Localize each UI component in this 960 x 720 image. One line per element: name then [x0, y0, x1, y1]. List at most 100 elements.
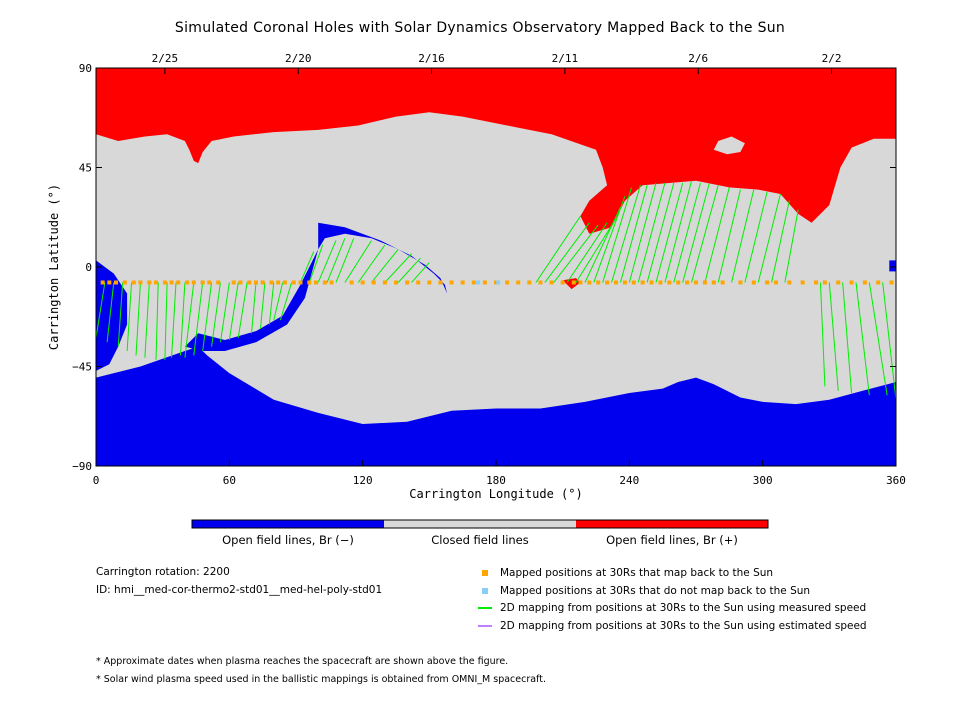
mapping-line [308, 244, 324, 283]
mapped-marker [658, 280, 663, 285]
date-tick-label: 2/16 [418, 52, 445, 65]
mapping-line [784, 209, 799, 283]
mapping-line [691, 185, 719, 283]
mapped-marker [822, 280, 827, 285]
mapped-marker [482, 280, 487, 285]
mapping-line [544, 222, 590, 283]
mapping-line [744, 191, 768, 283]
mapping-line [357, 244, 386, 283]
mapped-marker [449, 280, 454, 285]
mapped-marker [207, 280, 212, 285]
note-dates: * Approximate dates when plasma reaches … [96, 656, 509, 667]
mapped-marker [587, 280, 592, 285]
colorbar-label-closed: Closed field lines [431, 533, 529, 547]
not-mapped-marker [476, 280, 481, 285]
date-tick-label: 2/20 [285, 52, 312, 65]
mapped-marker [505, 280, 510, 285]
mapped-marker [560, 280, 565, 285]
mapping-line [411, 262, 430, 283]
mapping-line [673, 182, 701, 283]
mapped-marker [147, 280, 152, 285]
colorbar-positive [576, 520, 768, 528]
mapping-line [682, 182, 710, 283]
mapping-line [757, 193, 781, 283]
mapping-line [193, 282, 204, 356]
mapped-marker [360, 280, 365, 285]
mapped-marker [685, 280, 690, 285]
mapping-line [259, 282, 266, 329]
mapping-line [279, 282, 293, 321]
mapping-line [771, 200, 790, 283]
mapped-marker [416, 280, 421, 285]
mapped-marker [107, 280, 112, 285]
mapping-line [397, 257, 421, 283]
mapped-marker [382, 280, 387, 285]
mapped-marker [394, 280, 398, 285]
mapping-line [646, 182, 675, 283]
mapping-line [135, 282, 141, 356]
mapping-line [717, 189, 741, 283]
mapping-line [855, 282, 870, 396]
mapped-marker [622, 280, 627, 285]
negative-hole-arm [318, 222, 448, 294]
mapping-line [819, 282, 826, 387]
negative-hole-tail [184, 249, 319, 351]
mapping-line [171, 282, 177, 358]
mapping-line [611, 185, 641, 283]
carrington-rotation: Carrington rotation: 2200 [96, 566, 230, 578]
x-tick-label: 120 [353, 474, 373, 487]
legend-mapped: Mapped positions at 30Rs that map back t… [478, 566, 773, 580]
mapped-marker [571, 280, 576, 285]
y-tick-label: 90 [79, 62, 92, 75]
note-speed: * Solar wind plasma speed used in the ba… [96, 674, 546, 685]
mapping-line [575, 218, 617, 283]
mapped-marker [605, 280, 610, 285]
mapped-marker [889, 280, 894, 285]
mapped-marker [216, 280, 221, 285]
chart-title: Simulated Coronal Holes with Solar Dynam… [174, 20, 786, 36]
mapped-marker [154, 280, 158, 285]
mapping-line [371, 248, 399, 283]
mapped-marker [291, 280, 296, 285]
mapped-marker [276, 280, 281, 285]
mapped-marker [787, 280, 792, 285]
mapping-line [535, 215, 581, 283]
mapped-marker [631, 280, 636, 285]
x-tick-label: 240 [619, 474, 639, 487]
mapped-marker [114, 280, 118, 285]
mapping-line [251, 282, 257, 334]
y-axis-label: Carrington Latitude (°) [47, 184, 61, 350]
y-tick-label: −90 [72, 460, 92, 473]
date-tick-label: 2/25 [152, 52, 179, 65]
mapping-line [584, 207, 621, 283]
mapped-marker [649, 280, 654, 285]
mapped-marker [876, 280, 881, 285]
purple-line-icon [478, 625, 492, 627]
mapped-marker [460, 280, 465, 285]
mapped-marker [814, 280, 818, 285]
positive-streak [562, 278, 581, 290]
x-axis-label: Carrington Longitude (°) [409, 487, 582, 501]
mapped-marker [614, 280, 618, 285]
mapping-line [211, 282, 221, 347]
mapping-line [164, 282, 168, 360]
mapping-line [664, 180, 693, 283]
mapping-line [868, 282, 888, 396]
mapping-line [228, 282, 239, 341]
mapping-line [553, 224, 599, 283]
mapped-marker [549, 280, 554, 285]
mapped-marker [711, 280, 716, 285]
legend-estimated-label: 2D mapping from positions at 30Rs to the… [500, 620, 867, 632]
x-tick-label: 60 [223, 474, 236, 487]
mapped-marker [862, 280, 867, 285]
mapped-marker [694, 280, 698, 285]
axes: 0 60 120 180 240 300 360 90 45 0 −45 −90 2/25 2/20 2/1… [72, 52, 906, 487]
x-tick-label: 300 [753, 474, 773, 487]
date-tick-label: 2/2 [822, 52, 842, 65]
mapped-marker [138, 280, 143, 285]
mapped-marker [702, 280, 707, 285]
mapping-line [96, 282, 106, 338]
mapped-marker [527, 280, 532, 285]
legend-not-mapped: Mapped positions at 30Rs that do not map… [478, 584, 810, 598]
